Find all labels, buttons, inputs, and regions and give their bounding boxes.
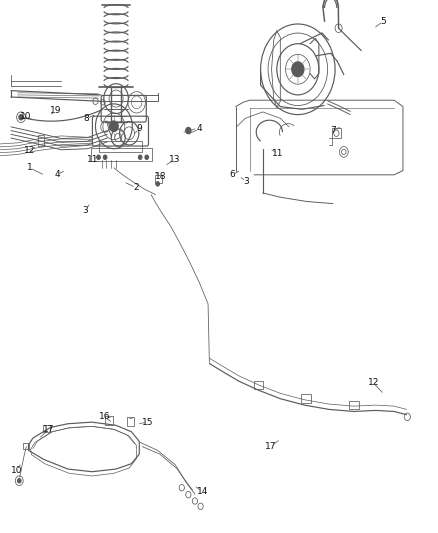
Circle shape	[156, 182, 159, 186]
Circle shape	[103, 155, 107, 159]
Text: 3: 3	[82, 206, 88, 215]
Text: 1: 1	[27, 164, 33, 172]
Text: 14: 14	[197, 487, 208, 496]
Circle shape	[186, 127, 191, 134]
Text: 12: 12	[24, 146, 35, 155]
Circle shape	[292, 62, 304, 77]
Text: 4: 4	[54, 171, 60, 179]
Text: 3: 3	[243, 177, 249, 185]
Text: 6: 6	[229, 171, 235, 179]
Text: 19: 19	[50, 107, 62, 115]
Circle shape	[110, 121, 118, 132]
Circle shape	[97, 155, 100, 159]
Text: 15: 15	[142, 418, 154, 426]
Text: 12: 12	[367, 378, 379, 387]
Text: 13: 13	[169, 156, 180, 164]
Text: 5: 5	[380, 17, 386, 26]
Text: 10: 10	[11, 466, 22, 474]
Text: 17: 17	[265, 442, 276, 451]
Text: 2: 2	[133, 183, 138, 192]
Circle shape	[19, 115, 23, 120]
Text: 10: 10	[20, 112, 31, 120]
Text: 18: 18	[155, 173, 167, 181]
Text: 8: 8	[84, 114, 90, 123]
Text: 4: 4	[197, 125, 202, 133]
Circle shape	[18, 479, 21, 483]
Text: 16: 16	[99, 413, 110, 421]
Text: 11: 11	[87, 156, 99, 164]
Text: 7: 7	[330, 126, 336, 135]
Text: 17: 17	[43, 425, 55, 433]
Circle shape	[145, 155, 148, 159]
Text: 9: 9	[136, 125, 142, 133]
Text: 11: 11	[272, 149, 284, 158]
Circle shape	[138, 155, 142, 159]
